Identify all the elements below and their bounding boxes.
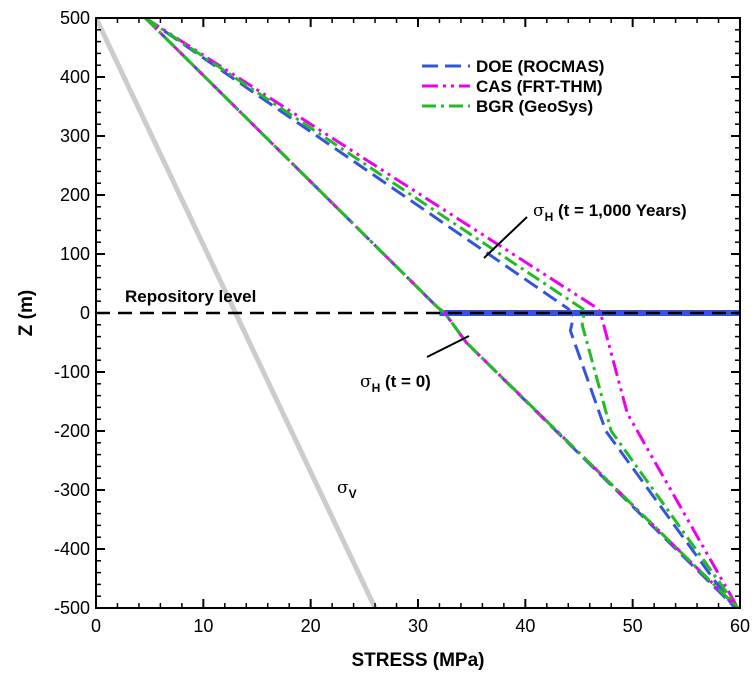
y-tick-label-3: 200 (60, 185, 90, 205)
annotation-sigma-h-late-leader (483, 216, 528, 259)
y-tick-label-1: 400 (60, 67, 90, 87)
annotation-sigma-h-zero: σH (t = 0) (360, 335, 470, 395)
x-tick-label-2: 20 (301, 616, 321, 636)
sigma-h-zero-subscript: H (372, 381, 381, 395)
y-tick-label-4: 100 (60, 244, 90, 264)
legend-label-0: DOE (ROCMAS) (476, 57, 604, 76)
y-tick-label-2: 300 (60, 126, 90, 146)
sigma-h-late-symbol: σ (533, 201, 545, 221)
svg-text:σH (t = 0): σH (t = 0) (360, 372, 431, 395)
repository-level-label: Repository level (125, 287, 256, 306)
x-tick-label-0: 0 (91, 616, 101, 636)
y-tick-label-5: 0 (80, 303, 90, 323)
x-tick-label-3: 30 (408, 616, 428, 636)
x-tick-label-1: 10 (193, 616, 213, 636)
sigma-h-late-subscript: H (545, 210, 554, 224)
y-tick-label-10: -500 (54, 598, 90, 618)
sigma-h-zero-symbol: σ (360, 372, 372, 392)
x-tick-label-5: 50 (623, 616, 643, 636)
legend-label-1: CAS (FRT-THM) (476, 77, 603, 96)
y-axis-title: Z (m) (16, 290, 37, 336)
y-tick-label-9: -400 (54, 539, 90, 559)
svg-text:σH (t = 1,000 Years): σH (t = 1,000 Years) (533, 201, 687, 224)
annotation-sigma-h-late: σH (t = 1,000 Years) (483, 201, 687, 259)
annotation-sigma-v: σV (337, 478, 357, 501)
x-tick-label-4: 40 (515, 616, 535, 636)
svg-text:σV: σV (337, 478, 357, 501)
sigma-h-late-text: (t = 1,000 Years) (553, 201, 686, 220)
y-tick-label-0: 500 (60, 8, 90, 28)
series-2-curve-0 (144, 18, 739, 608)
sigma-v-symbol: σ (337, 478, 349, 498)
y-tick-label-6: -100 (54, 362, 90, 382)
x-axis-title: STRESS (MPa) (351, 650, 484, 671)
y-tick-label-7: -200 (54, 421, 90, 441)
x-tick-label-6: 60 (730, 616, 750, 636)
sigma-v-subscript: V (349, 487, 357, 501)
sigma-h-zero-text: (t = 0) (380, 372, 431, 391)
series-0-curve-1 (144, 18, 736, 608)
legend: DOE (ROCMAS)CAS (FRT-THM)BGR (GeoSys) (422, 57, 604, 116)
annotation-sigma-h-zero-leader (426, 335, 470, 358)
legend-label-2: BGR (GeoSys) (476, 97, 593, 116)
y-tick-label-8: -300 (54, 480, 90, 500)
series-2-curve-1 (144, 18, 740, 608)
